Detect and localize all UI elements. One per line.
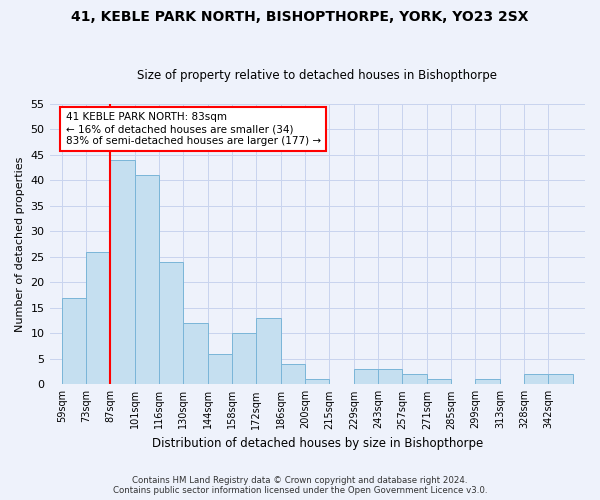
Y-axis label: Number of detached properties: Number of detached properties [15, 156, 25, 332]
Bar [378, 369, 403, 384]
Bar [354, 369, 378, 384]
Bar [524, 374, 548, 384]
Bar [135, 176, 159, 384]
Bar [208, 354, 232, 384]
Bar [159, 262, 184, 384]
X-axis label: Distribution of detached houses by size in Bishopthorpe: Distribution of detached houses by size … [152, 437, 483, 450]
Bar [475, 379, 500, 384]
Bar [62, 298, 86, 384]
Bar [184, 323, 208, 384]
Text: Contains HM Land Registry data © Crown copyright and database right 2024.
Contai: Contains HM Land Registry data © Crown c… [113, 476, 487, 495]
Bar [86, 252, 110, 384]
Bar [232, 334, 256, 384]
Bar [305, 379, 329, 384]
Bar [427, 379, 451, 384]
Bar [403, 374, 427, 384]
Text: 41 KEBLE PARK NORTH: 83sqm
← 16% of detached houses are smaller (34)
83% of semi: 41 KEBLE PARK NORTH: 83sqm ← 16% of deta… [65, 112, 321, 146]
Bar [110, 160, 135, 384]
Bar [256, 318, 281, 384]
Bar [548, 374, 573, 384]
Title: Size of property relative to detached houses in Bishopthorpe: Size of property relative to detached ho… [137, 69, 497, 82]
Bar [281, 364, 305, 384]
Text: 41, KEBLE PARK NORTH, BISHOPTHORPE, YORK, YO23 2SX: 41, KEBLE PARK NORTH, BISHOPTHORPE, YORK… [71, 10, 529, 24]
